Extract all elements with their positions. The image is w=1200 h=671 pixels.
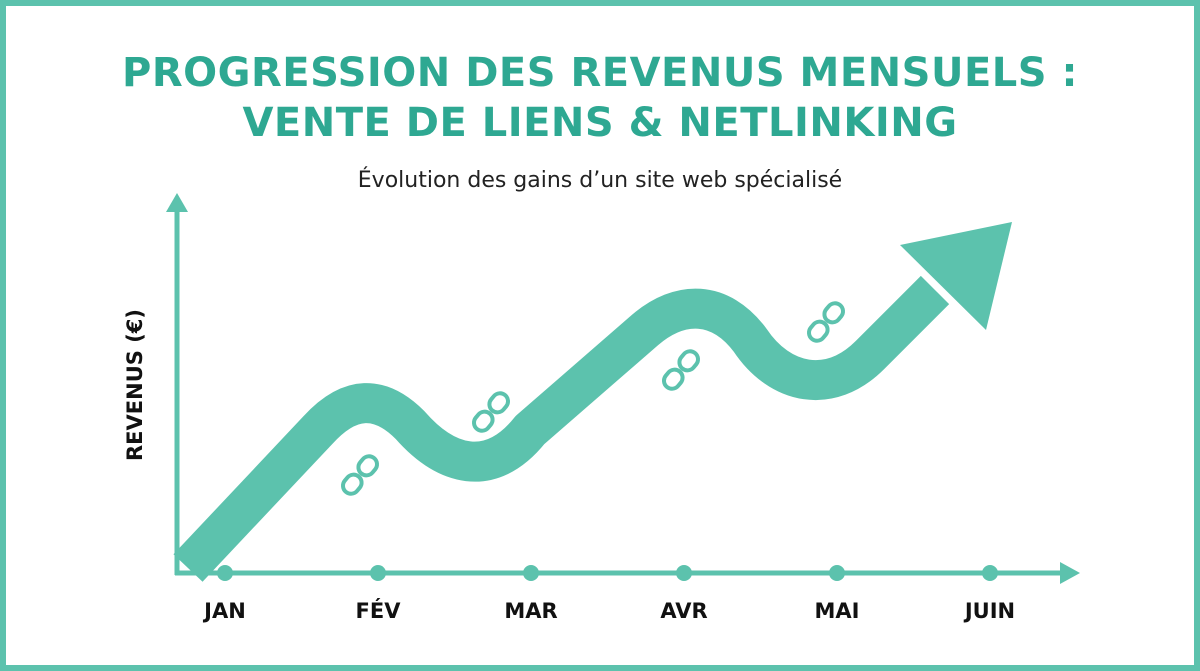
chain-link-icon [341,454,379,496]
x-tick-label: JAN [202,599,246,623]
x-tick-label: JUIN [963,599,1015,623]
month-marker [217,565,233,581]
chart-title-line1: PROGRESSION DES REVENUS MENSUELS : [122,50,1078,96]
y-axis-arrow-icon [166,193,188,212]
chart-title-line2: VENTE DE LIENS & NETLINKING [242,100,958,146]
x-axis-arrow-icon [1060,562,1080,584]
trend-arrow-head-icon [900,222,1012,330]
x-tick-label: AVR [660,599,707,623]
chart-subtitle: Évolution des gains d’un site web spécia… [357,168,843,193]
x-tick-label: MAI [815,599,860,623]
x-tick-label: FÉV [356,598,402,623]
month-marker [982,565,998,581]
y-axis [166,193,188,575]
chain-link-icon [472,391,510,433]
y-axis-label: REVENUS (€) [123,309,147,461]
trend-line [173,275,950,582]
month-marker [829,565,845,581]
month-marker [676,565,692,581]
chain-link-icon [807,301,845,343]
chain-link-icon [662,349,700,391]
x-axis [175,562,1080,584]
month-marker [370,565,386,581]
month-marker [523,565,539,581]
x-tick-label: MAR [504,599,557,623]
